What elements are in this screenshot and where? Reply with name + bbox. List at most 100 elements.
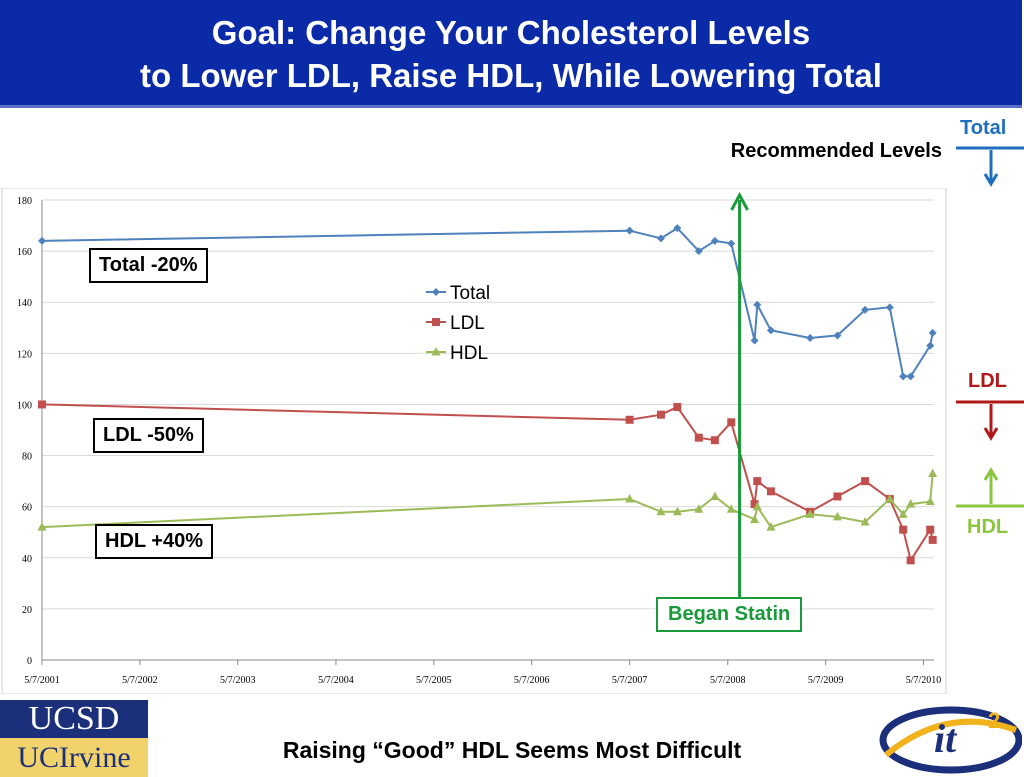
- it2-logo-text: it: [934, 716, 958, 761]
- total-point: [753, 300, 762, 309]
- legend-swatch-marker: [431, 347, 441, 356]
- statin-arrowhead-icon: [730, 191, 749, 211]
- ldl-point: [833, 492, 842, 501]
- ldl-point: [727, 418, 736, 427]
- uc-irvine-logo: UCIrvine: [0, 738, 148, 777]
- x-tick-label: 5/7/2009: [808, 675, 844, 686]
- it2-logo-sup: 2: [988, 708, 1000, 733]
- ldl-down-arrowhead-icon: [983, 427, 999, 441]
- chart-legend: Total LDL HDL: [426, 283, 490, 364]
- total-point: [928, 328, 937, 337]
- legend-item-ldl: LDL: [426, 313, 485, 334]
- total-point: [656, 234, 665, 243]
- x-tick-label: 5/7/2007: [612, 675, 648, 686]
- total-point: [750, 336, 759, 345]
- legend-label-ldl: LDL: [450, 313, 485, 334]
- ldl-point: [861, 477, 870, 486]
- hdl-point: [752, 501, 762, 511]
- axis-layer: 0 20 40 60 80 100 120 140 160 180 5/7/2001 5/7/2002…: [17, 196, 941, 686]
- total-point: [861, 305, 870, 314]
- hdl-point: [805, 509, 815, 518]
- total-point: [766, 326, 775, 335]
- hdl-point: [832, 511, 842, 521]
- total-point: [694, 247, 703, 256]
- ldl-point: [906, 556, 915, 565]
- x-tick-label: 5/7/2006: [514, 675, 550, 686]
- legend-item-hdl: HDL: [426, 343, 488, 364]
- legend-label-hdl: HDL: [450, 343, 488, 364]
- hdl-ref-label: HDL: [967, 516, 1009, 538]
- x-tick-label: 5/7/2005: [416, 675, 452, 686]
- total-change-label: Total -20%: [89, 248, 208, 283]
- footer-caption: Raising “Good” HDL Seems Most Difficult: [282, 737, 742, 763]
- y-tick-label: 60: [22, 503, 32, 514]
- hdl-point: [906, 499, 916, 508]
- x-tick-label: 5/7/2008: [710, 675, 746, 686]
- recommended-levels-label: Recommended Levels: [730, 140, 942, 162]
- it2-swoosh-icon: [879, 706, 1022, 774]
- x-tick-label: 5/7/2004: [318, 675, 354, 686]
- hdl-point: [726, 504, 736, 513]
- ldl-point: [899, 525, 908, 534]
- ldl-point: [38, 400, 46, 409]
- ldl-change-label: LDL -50%: [93, 418, 204, 453]
- it2-swoosh-accent-icon: [884, 718, 1018, 758]
- total-point: [899, 372, 908, 381]
- ldl-point: [750, 500, 759, 509]
- y-tick-label: 40: [22, 554, 32, 565]
- total-ref-label: Total: [960, 117, 1007, 139]
- total-point: [710, 236, 719, 245]
- total-point: [625, 226, 634, 235]
- hdl-point: [672, 506, 682, 516]
- y-tick-label: 140: [17, 298, 32, 309]
- y-tick-label: 80: [22, 452, 32, 463]
- x-tick-label: 5/7/2001: [24, 675, 60, 686]
- legend-swatch-marker: [432, 288, 440, 296]
- it2-logo: it 2: [879, 706, 1022, 774]
- total-point: [806, 334, 815, 342]
- series-layer: [37, 224, 938, 565]
- y-tick-label: 180: [17, 196, 32, 207]
- hdl-point: [860, 517, 870, 526]
- statin-marker: [730, 191, 749, 598]
- y-tick-label: 100: [17, 400, 32, 411]
- y-tick-label: 0: [27, 656, 32, 667]
- hdl-change-label: HDL +40%: [95, 524, 214, 559]
- legend-label-total: Total: [450, 283, 490, 304]
- ldl-point: [656, 410, 665, 419]
- ldl-point: [928, 535, 937, 544]
- ldl-point: [926, 525, 935, 534]
- reference-arrows: [956, 146, 1024, 508]
- legend-swatch-marker: [432, 318, 440, 326]
- hdl-point: [656, 506, 666, 516]
- total-point: [885, 303, 894, 312]
- total-point: [673, 224, 682, 233]
- x-tick-label: 5/7/2010: [906, 675, 942, 686]
- title-banner: Goal: Change Your Cholesterol Levels to …: [0, 0, 1022, 108]
- ldl-point: [753, 477, 762, 486]
- ldl-point: [694, 433, 703, 442]
- hdl-up-arrowhead-icon: [983, 467, 999, 481]
- hdl-point: [694, 504, 704, 513]
- ldl-point: [710, 436, 719, 445]
- ldl-point: [673, 403, 682, 411]
- hdl-point: [925, 496, 935, 506]
- y-tick-label: 120: [17, 349, 32, 360]
- series-ldl: [38, 400, 937, 565]
- total-point: [727, 239, 736, 248]
- total-point: [38, 236, 46, 245]
- hdl-point: [625, 494, 635, 503]
- x-tick-label: 5/7/2002: [122, 675, 158, 686]
- legend-item-total: Total: [426, 283, 490, 304]
- total-down-arrowhead-icon: [983, 173, 999, 187]
- total-point: [926, 341, 935, 350]
- hdl-point: [710, 491, 720, 500]
- series-total: [38, 224, 937, 381]
- total-point: [833, 331, 842, 340]
- x-tick-label: 5/7/2003: [220, 675, 256, 686]
- hdl-point: [928, 468, 938, 477]
- ldl-ref-label: LDL: [968, 370, 1007, 392]
- y-tick-label: 20: [22, 605, 32, 616]
- title-line-1: Goal: Change Your Cholesterol Levels: [211, 14, 811, 51]
- title-line-2: to Lower LDL, Raise HDL, While Lowering …: [140, 57, 882, 94]
